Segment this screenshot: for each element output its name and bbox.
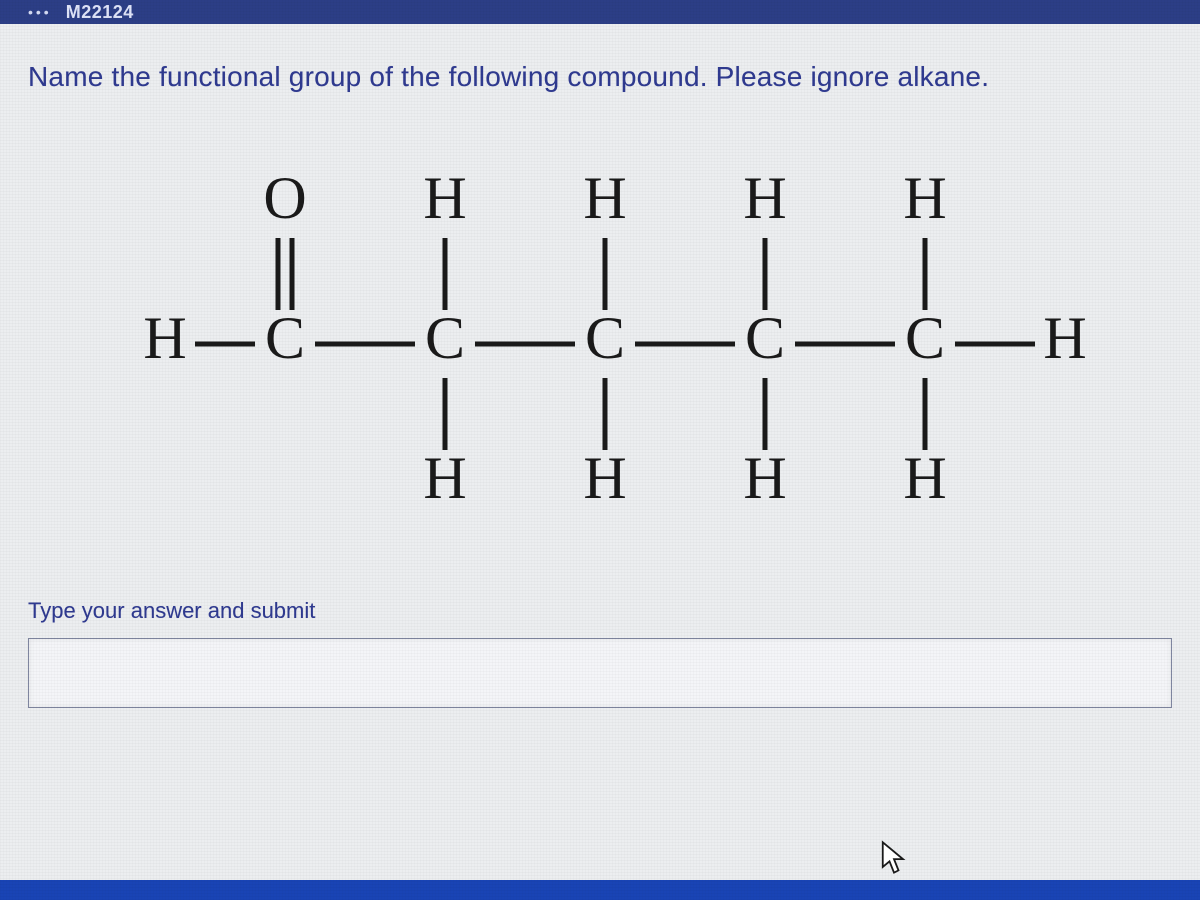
svg-text:H: H (583, 445, 626, 511)
bottom-band (0, 880, 1200, 900)
question-text: Name the functional group of the followi… (28, 58, 1172, 96)
structural-formula-svg: H O C H C H H C H H C H H C H H (105, 144, 1095, 544)
svg-text:C: C (905, 305, 945, 371)
svg-text:C: C (745, 305, 785, 371)
question-card: Name the functional group of the followi… (0, 24, 1200, 900)
svg-text:H: H (583, 165, 626, 231)
mouse-cursor-icon (880, 840, 908, 876)
topbar: ••• M22124 (0, 0, 1200, 24)
svg-text:H: H (143, 305, 186, 371)
course-code: M22124 (66, 2, 134, 23)
svg-text:H: H (1043, 305, 1086, 371)
svg-text:C: C (265, 305, 305, 371)
svg-text:O: O (263, 165, 306, 231)
svg-text:H: H (743, 445, 786, 511)
answer-prompt: Type your answer and submit (28, 598, 1172, 624)
answer-input[interactable] (28, 638, 1172, 708)
compound-structure: H O C H C H H C H H C H H C H H (28, 144, 1172, 544)
svg-text:H: H (903, 445, 946, 511)
ellipsis-icon: ••• (28, 4, 52, 20)
svg-text:C: C (425, 305, 465, 371)
svg-text:C: C (585, 305, 625, 371)
svg-text:H: H (743, 165, 786, 231)
svg-text:H: H (903, 165, 946, 231)
svg-text:H: H (423, 445, 466, 511)
svg-text:H: H (423, 165, 466, 231)
